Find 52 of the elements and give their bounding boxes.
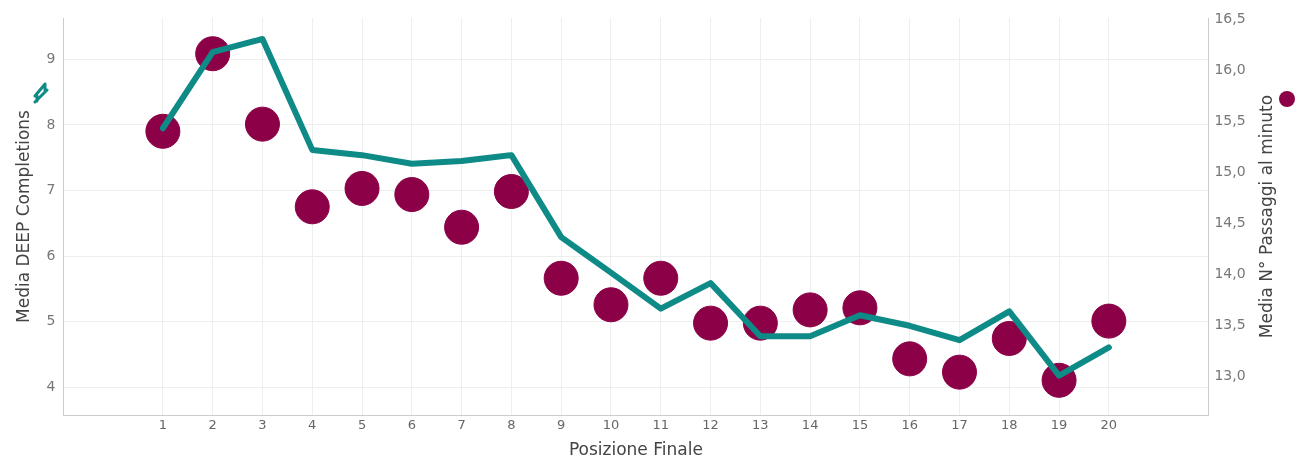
point <box>394 177 430 213</box>
x-tick-label: 7 <box>457 417 466 433</box>
y-tick-label: 7 <box>46 181 56 198</box>
x-axis-title: Posizione Finale <box>568 439 703 460</box>
x-tick-label: 1 <box>158 417 168 433</box>
x-tick-label: 16 <box>901 417 918 433</box>
point <box>1091 303 1127 339</box>
point <box>244 106 280 142</box>
x-tick-label: 14 <box>801 417 819 433</box>
y-tick-label: 6 <box>46 246 56 263</box>
y-tick-label: 4 <box>46 378 56 395</box>
x-tick-label: 19 <box>1050 417 1068 433</box>
x-tick-label: 10 <box>602 417 620 433</box>
x-tick-label: 6 <box>407 417 416 433</box>
point <box>444 209 480 245</box>
y2-tick-label: 16,0 <box>1214 60 1246 77</box>
y2-tick-label: 14,5 <box>1214 213 1246 230</box>
point <box>792 292 828 328</box>
x-tick-label: 13 <box>752 417 769 433</box>
x-tick-label: 4 <box>308 417 317 433</box>
y2-tick-label: 14,0 <box>1214 264 1246 281</box>
y2-tick-label: 13,5 <box>1214 315 1246 332</box>
x-tick-label: 3 <box>258 417 267 433</box>
point <box>543 260 579 296</box>
x-tick-label: 5 <box>357 417 367 433</box>
y2-tick-label: 16,5 <box>1214 9 1246 26</box>
point <box>991 320 1027 356</box>
y-tick-label: 5 <box>46 312 56 329</box>
point <box>493 174 529 209</box>
y2-tick-label: 15,0 <box>1214 162 1246 179</box>
y2-tick-label: 15,5 <box>1214 111 1246 128</box>
x-tick-label: 15 <box>851 417 869 433</box>
x-tick-label: 9 <box>557 417 566 433</box>
y2-axis-title: Media N° Passaggi al minuto <box>1256 94 1277 339</box>
point <box>892 341 928 377</box>
x-tick-label: 18 <box>1001 417 1018 433</box>
y-tick-label: 8 <box>46 115 56 132</box>
point <box>693 305 729 341</box>
x-tick-label: 17 <box>951 417 968 433</box>
y2-tick-label: 13,0 <box>1214 366 1246 383</box>
x-tick-label: 11 <box>652 417 670 433</box>
y-tick-label: 9 <box>46 49 56 66</box>
point <box>643 260 679 296</box>
x-tick-label: 8 <box>507 417 516 433</box>
point <box>294 189 330 225</box>
point <box>344 170 380 206</box>
x-tick-label: 2 <box>208 417 217 433</box>
x-tick-label: 20 <box>1100 417 1118 433</box>
point <box>593 287 629 323</box>
x-tick-label: 12 <box>702 417 719 433</box>
y-axis-title: Media DEEP Completions <box>12 109 33 323</box>
point <box>941 354 977 390</box>
